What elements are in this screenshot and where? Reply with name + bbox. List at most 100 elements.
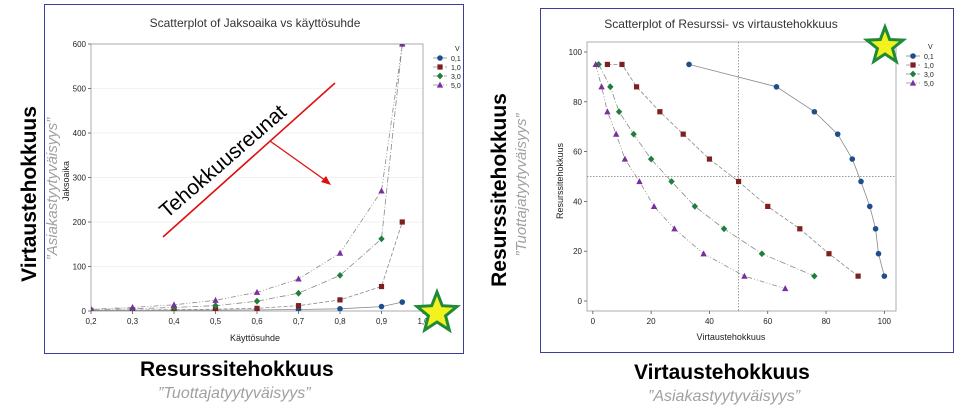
right-grid — [587, 42, 896, 311]
data-point-3,0 — [668, 178, 675, 185]
data-point-0,1 — [875, 250, 882, 257]
right-y-axis-label: Resurssitehokkuus — [555, 142, 565, 219]
frontier-line — [162, 82, 336, 238]
data-point-5,0 — [612, 130, 620, 137]
legend-marker-3,0 — [909, 70, 917, 78]
data-point-5,0 — [212, 296, 219, 303]
y-tick-label: 0 — [578, 297, 583, 306]
data-point-3,0 — [212, 302, 219, 310]
y-tick-label: 400 — [73, 129, 87, 138]
x-tick-label: 0,5 — [210, 317, 222, 326]
series-line-3,0 — [598, 64, 815, 277]
data-point-3,0 — [46, 307, 52, 314]
data-point-5,0 — [91, 305, 94, 311]
y-tick-label: 200 — [73, 218, 87, 227]
legend-entry: 3,0 — [451, 74, 461, 81]
data-point-5,0 — [700, 250, 707, 257]
y-tick-label: 600 — [73, 40, 87, 49]
data-point-0,1 — [866, 203, 873, 210]
data-point-5,0 — [636, 178, 643, 185]
legend-entry: 1,0 — [924, 63, 934, 70]
left-star-icon — [413, 287, 461, 334]
right-vertical-main-label: Resurssitehokkuus — [488, 93, 511, 287]
x-tick-label: 0,4 — [168, 317, 180, 326]
y-tick-label: 60 — [573, 148, 582, 157]
data-point-1,0 — [735, 178, 742, 185]
data-point-1,0 — [855, 273, 861, 279]
x-tick-label: 1,0 — [417, 317, 429, 326]
left-bottom-main-label: Resurssitehokkuus — [140, 358, 334, 381]
data-point-5,0 — [170, 301, 178, 308]
y-tick-label: 80 — [573, 98, 582, 107]
plot-frame — [586, 41, 897, 312]
right-bottom-sub-label: ”Asiakastyytyväisyys” — [648, 388, 801, 405]
frontier-arrow-shaft — [269, 140, 330, 184]
x-tick-label: 0,7 — [293, 317, 305, 326]
right-axes: 0 20 40 60 80 100 0 20 40 60 80 100 — [569, 41, 897, 326]
data-point-5,0 — [604, 108, 611, 115]
y-tick-label: 20 — [573, 247, 582, 256]
frontier-arrow-head — [321, 176, 331, 185]
data-point-1,0 — [633, 84, 640, 90]
x-tick-label: 100 — [878, 317, 892, 326]
left-y-axis-label: Jaksoaika — [61, 161, 71, 201]
data-point-5,0 — [741, 272, 748, 279]
data-point-3,0 — [615, 108, 623, 116]
data-point-5,0 — [598, 83, 605, 90]
data-point-3,0 — [253, 297, 261, 305]
data-point-1,0 — [706, 156, 713, 162]
left-chart-title: Scatterplot of Jaksoaika vs käyttösuhde — [150, 16, 361, 30]
x-tick-label: 0,6 — [251, 317, 263, 326]
series-line-1,0 — [607, 64, 859, 277]
data-point-5,0 — [671, 225, 678, 232]
data-point-1,0 — [254, 305, 260, 311]
data-point-5,0 — [782, 285, 789, 292]
data-point-3,0 — [295, 289, 302, 297]
data-point-3,0 — [758, 250, 766, 258]
left-chart-svg: Scatterplot of Jaksoaika vs käyttösuhde … — [46, 16, 461, 343]
y-tick-label: 500 — [73, 85, 87, 94]
right-legend: V 0,1 1,0 3,0 5,0 — [906, 44, 934, 88]
y-tick-label: 40 — [573, 197, 582, 206]
legend-marker-0,1 — [437, 55, 443, 61]
x-tick-label: 80 — [822, 317, 831, 326]
left-axes: 0 100 200 300 400 500 600 0,2 0,3 0,4 0,5 0,6 0,7 0,8… — [73, 40, 429, 326]
data-point-0,1 — [337, 305, 343, 311]
data-point-3,0 — [811, 272, 818, 280]
right-x-axis-label: Virtaustehokkuus — [697, 332, 766, 342]
data-point-3,0 — [647, 155, 655, 163]
legend-marker-1,0 — [437, 64, 443, 70]
x-tick-label: 0 — [591, 317, 596, 326]
y-tick-label: 300 — [73, 174, 87, 183]
data-point-1,0 — [765, 203, 771, 209]
x-tick-label: 0,2 — [85, 317, 97, 326]
series-line-0,1 — [688, 64, 885, 277]
data-point-1,0 — [680, 131, 686, 137]
y-tick-label: 0 — [82, 307, 87, 316]
data-point-5,0 — [378, 187, 385, 194]
data-point-5,0 — [253, 288, 261, 295]
right-vertical-sub-label: ”Tuottajatyytyväisyys” — [513, 113, 530, 257]
data-point-0,1 — [378, 303, 385, 310]
data-point-1,0 — [337, 297, 343, 303]
left-vertical-sub-label: ”Asiakastyytyväisyys” — [44, 117, 61, 261]
data-point-3,0 — [378, 235, 385, 243]
right-chart-title: Scatterplot of Resurssi- vs virtaustehok… — [604, 17, 837, 31]
data-point-1,0 — [657, 109, 663, 115]
data-point-1,0 — [604, 61, 611, 68]
data-point-3,0 — [607, 83, 614, 91]
legend-entry: 5,0 — [924, 81, 934, 88]
series-line-5,0 — [595, 64, 786, 289]
x-tick-label: 20 — [647, 317, 656, 326]
x-tick-label: 40 — [705, 317, 714, 326]
data-point-0,1 — [773, 84, 780, 90]
left-chart-panel: Scatterplot of Jaksoaika vs käyttösuhde … — [44, 4, 464, 354]
x-tick-label: 0,3 — [127, 317, 139, 326]
data-point-0,1 — [881, 273, 888, 279]
data-point-0,1 — [47, 308, 53, 314]
frontier-label: Tehokkuusreunat — [155, 100, 291, 222]
data-point-5,0 — [592, 61, 599, 68]
legend-marker-5,0 — [436, 81, 444, 88]
x-tick-label: 0,8 — [334, 317, 346, 326]
y-tick-label: 100 — [73, 263, 87, 272]
